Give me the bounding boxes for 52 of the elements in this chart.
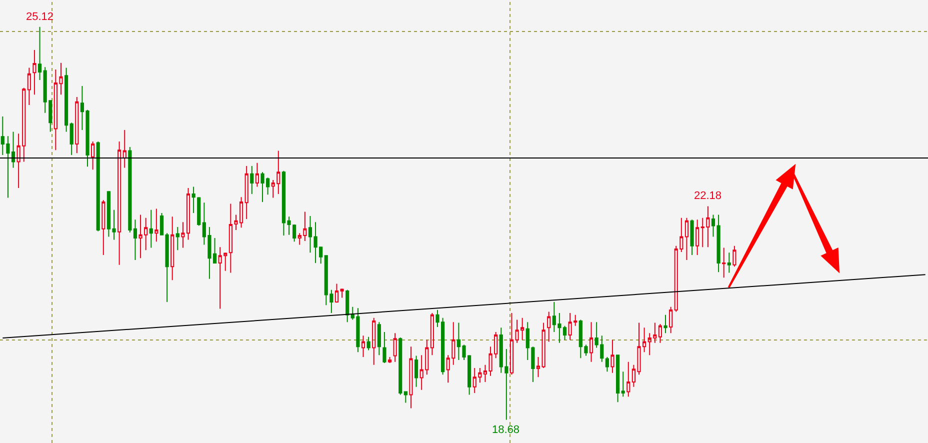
candlestick [122, 129, 126, 168]
candlestick [722, 247, 726, 278]
candlestick [255, 162, 259, 188]
candlestick [626, 361, 630, 398]
annotation: 22.18 [694, 190, 722, 202]
candlestick [377, 322, 381, 356]
candlestick [547, 311, 551, 342]
candlestick [118, 141, 122, 266]
candlestick [366, 336, 370, 351]
candlestick [658, 324, 662, 344]
candlestick [96, 141, 100, 232]
candlestick [404, 391, 408, 404]
candlestick [372, 317, 376, 366]
candlestick [244, 165, 248, 220]
candlestick [616, 354, 620, 403]
candlestick [382, 331, 386, 364]
candlestick [27, 67, 31, 106]
candlestick [727, 252, 731, 274]
candlestick [610, 339, 614, 374]
candlestick [732, 245, 736, 268]
candlestick [696, 219, 700, 256]
candlestick [170, 216, 174, 281]
candlestick [176, 226, 180, 251]
candlestick [154, 208, 158, 242]
candlestick [250, 165, 254, 195]
candlestick [102, 200, 106, 256]
annotation: 25.12 [26, 11, 54, 23]
candlestick [690, 219, 694, 256]
candlestick [128, 146, 132, 233]
candlestick [589, 322, 594, 362]
annotation: 18.68 [492, 424, 520, 436]
candlestick [149, 209, 153, 248]
candlestick [38, 26, 42, 80]
candlestick [430, 312, 434, 356]
candlestick [346, 289, 350, 323]
candlestick [398, 336, 402, 396]
candlestick [388, 356, 392, 364]
candlestick [409, 346, 413, 409]
candlestick [664, 314, 668, 334]
candlestick [684, 217, 689, 260]
candlestick [133, 219, 138, 260]
candlestick [70, 122, 74, 156]
candlestick [361, 335, 366, 358]
candlestick [64, 67, 68, 132]
candlestick [605, 356, 609, 372]
candlestick [669, 306, 673, 334]
candlestick [393, 332, 397, 362]
candlestick [32, 50, 36, 96]
candlestick [621, 371, 625, 398]
candlestick [91, 141, 95, 170]
candlestick [414, 355, 418, 388]
candlestick [75, 96, 79, 154]
